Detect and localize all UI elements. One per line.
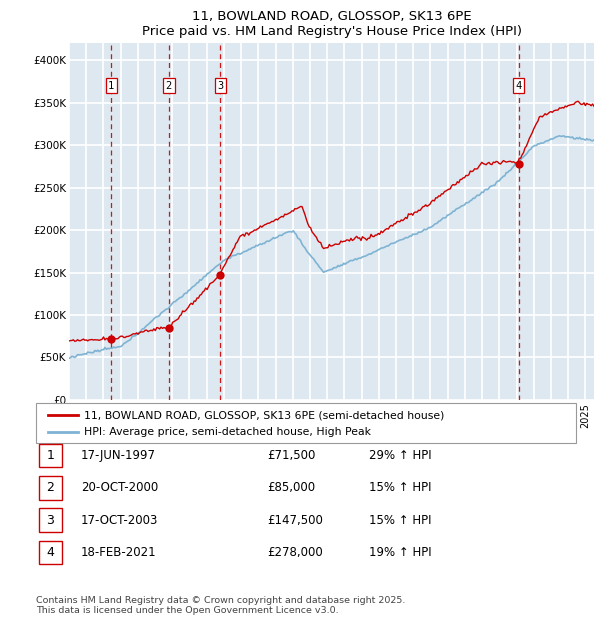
Text: £278,000: £278,000 <box>267 546 323 559</box>
Text: £85,000: £85,000 <box>267 482 315 494</box>
Title: 11, BOWLAND ROAD, GLOSSOP, SK13 6PE
Price paid vs. HM Land Registry's House Pric: 11, BOWLAND ROAD, GLOSSOP, SK13 6PE Pric… <box>142 10 521 38</box>
Text: 15% ↑ HPI: 15% ↑ HPI <box>369 514 431 526</box>
Text: 11, BOWLAND ROAD, GLOSSOP, SK13 6PE (semi-detached house): 11, BOWLAND ROAD, GLOSSOP, SK13 6PE (sem… <box>84 410 445 420</box>
Text: HPI: Average price, semi-detached house, High Peak: HPI: Average price, semi-detached house,… <box>84 427 371 437</box>
Text: 17-OCT-2003: 17-OCT-2003 <box>81 514 158 526</box>
Text: 3: 3 <box>217 81 224 91</box>
Text: 19% ↑ HPI: 19% ↑ HPI <box>369 546 431 559</box>
Text: £71,500: £71,500 <box>267 450 316 462</box>
Text: 2: 2 <box>166 81 172 91</box>
Text: 3: 3 <box>46 514 55 526</box>
Text: 17-JUN-1997: 17-JUN-1997 <box>81 450 156 462</box>
Text: 4: 4 <box>515 81 522 91</box>
Text: 15% ↑ HPI: 15% ↑ HPI <box>369 482 431 494</box>
Text: 4: 4 <box>46 546 55 559</box>
Text: 29% ↑ HPI: 29% ↑ HPI <box>369 450 431 462</box>
Text: 1: 1 <box>46 450 55 462</box>
Text: 20-OCT-2000: 20-OCT-2000 <box>81 482 158 494</box>
Text: 1: 1 <box>108 81 115 91</box>
Text: 18-FEB-2021: 18-FEB-2021 <box>81 546 157 559</box>
Text: £147,500: £147,500 <box>267 514 323 526</box>
Text: 2: 2 <box>46 482 55 494</box>
Text: Contains HM Land Registry data © Crown copyright and database right 2025.
This d: Contains HM Land Registry data © Crown c… <box>36 596 406 615</box>
